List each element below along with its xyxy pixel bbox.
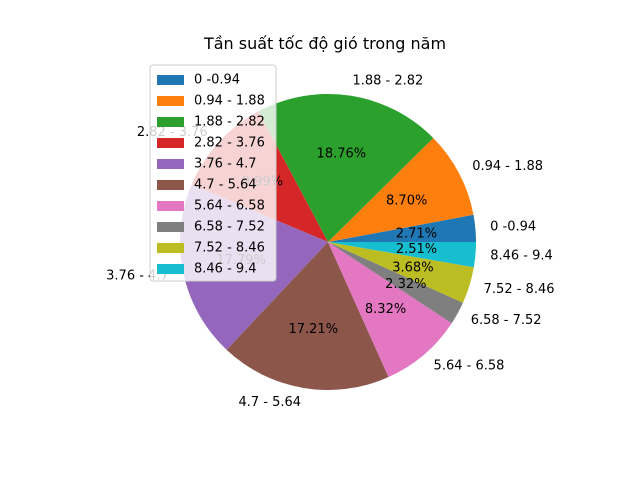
legend-swatch-1 [157, 75, 184, 85]
legend-swatch-8 [157, 222, 184, 232]
legend-label-5: 3.76 - 4.7 [194, 157, 257, 172]
slice-10-wedge [328, 242, 476, 268]
category-label-8: 6.58 - 7.52 [471, 313, 542, 328]
legend-swatch-4 [157, 138, 184, 148]
percent-label-10: 2.51% [396, 242, 437, 257]
legend-swatch-10 [157, 264, 184, 274]
legend-swatch-6 [157, 180, 184, 190]
slice-3-wedge [258, 93, 434, 242]
category-label-6: 4.7 - 5.64 [238, 395, 301, 410]
legend-label-4: 2.82 - 3.76 [194, 136, 265, 151]
legend-swatch-7 [157, 201, 184, 211]
percent-label-8: 2.32% [385, 277, 426, 292]
slice-8-wedge [328, 242, 463, 324]
legend-label-2: 0.94 - 1.88 [194, 94, 265, 109]
legend-swatch-5 [157, 159, 184, 169]
percent-label-2: 8.70% [386, 193, 427, 208]
legend-label-7: 5.64 - 6.58 [194, 199, 265, 214]
category-label-1: 0 -0.94 [490, 219, 536, 234]
slice-7-wedge [328, 242, 452, 378]
percent-label-6: 17.21% [288, 322, 338, 337]
legend-swatch-3 [157, 117, 184, 127]
legend-label-1: 0 -0.94 [194, 73, 240, 88]
percent-label-3: 18.76% [317, 147, 367, 162]
slice-1-wedge [328, 214, 476, 242]
percent-label-1: 2.71% [396, 226, 437, 241]
category-label-3: 1.88 - 2.82 [352, 74, 423, 89]
legend-label-9: 7.52 - 8.46 [194, 241, 265, 256]
legend-label-10: 8.46 - 9.4 [194, 262, 257, 277]
legend-swatch-2 [157, 96, 184, 106]
legend-swatch-9 [157, 243, 184, 253]
percent-label-7: 8.32% [365, 302, 406, 317]
legend: 0 -0.94 0.94 - 1.88 1.88 - 2.82 2.82 - 3.76… [149, 64, 277, 282]
slice-2-wedge [328, 137, 474, 242]
category-label-10: 8.46 - 9.4 [490, 248, 553, 263]
category-label-7: 5.64 - 6.58 [434, 358, 505, 373]
legend-label-6: 4.7 - 5.64 [194, 178, 257, 193]
legend-label-8: 6.58 - 7.52 [194, 220, 265, 235]
chart-title: Tần suất tốc độ gió trong năm [203, 34, 446, 53]
slice-9-wedge [328, 242, 474, 303]
category-label-9: 7.52 - 8.46 [484, 282, 555, 297]
percent-label-9: 3.68% [392, 260, 433, 275]
slice-6-wedge [226, 242, 389, 390]
legend-label-3: 1.88 - 2.82 [194, 115, 265, 130]
category-label-2: 0.94 - 1.88 [472, 159, 543, 174]
